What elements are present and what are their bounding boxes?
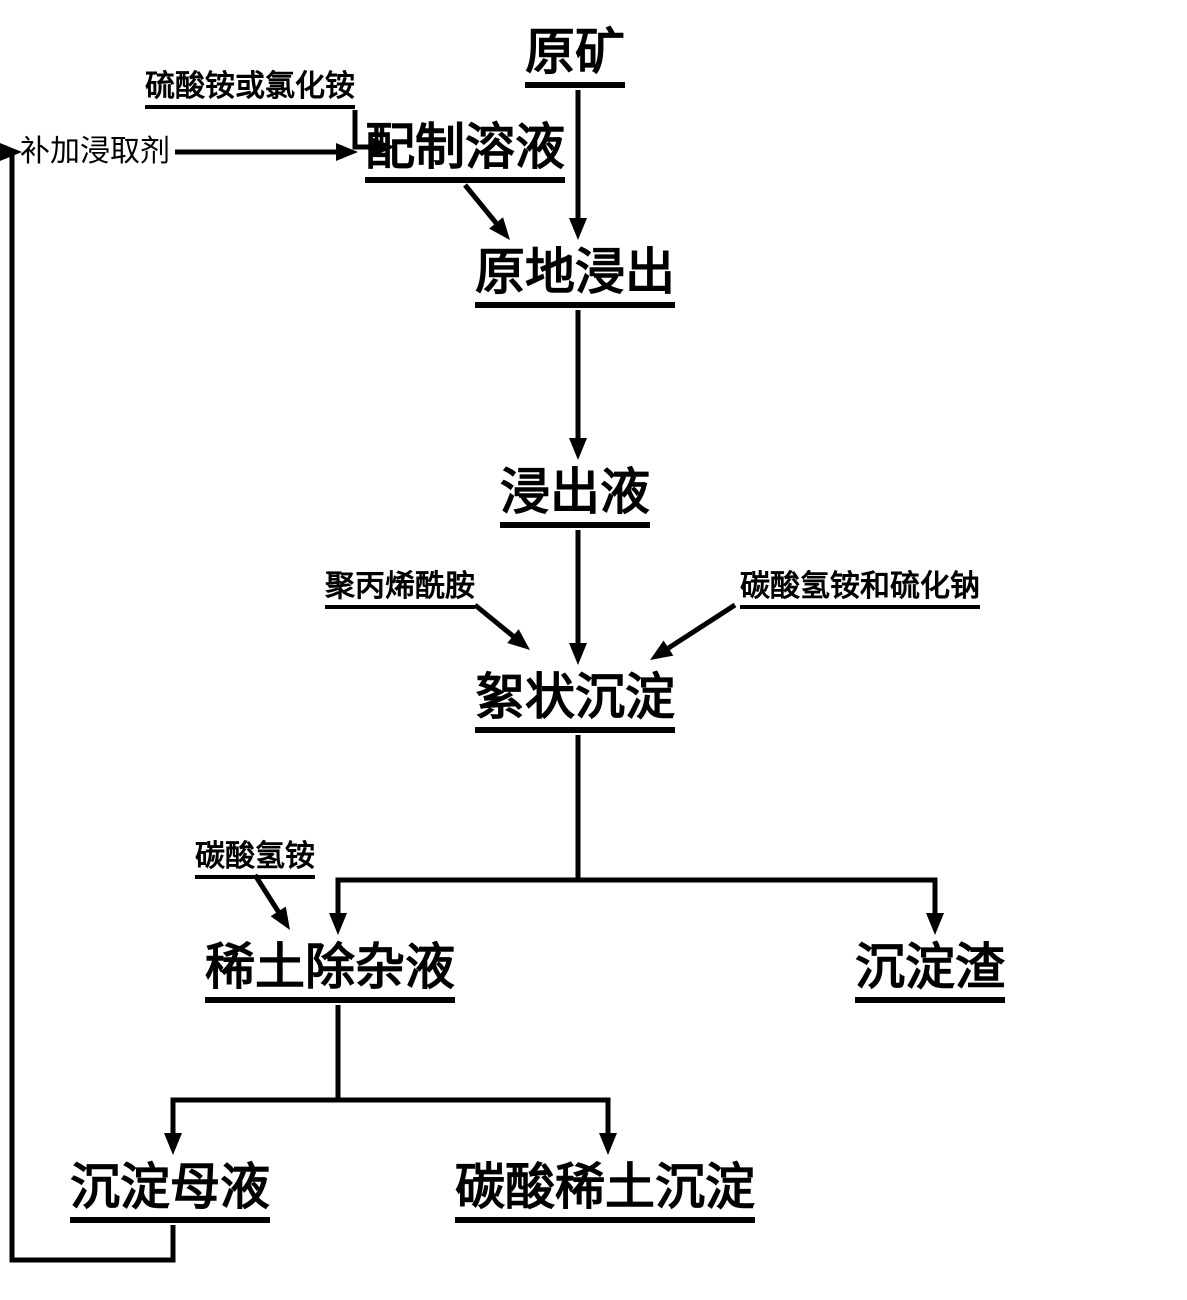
node-mother_liquor: 沉淀母液 [70, 1160, 270, 1223]
node-precip_residue: 沉淀渣 [855, 940, 1005, 1003]
node-label: 沉淀母液 [70, 1159, 270, 1215]
node-label: 硫酸铵或氯化铵 [145, 70, 355, 103]
node-label: 原矿 [525, 24, 625, 80]
arrow-head [926, 913, 944, 935]
node-label: 碳酸氢铵 [195, 840, 315, 873]
node-label: 碳酸稀土沉淀 [455, 1159, 755, 1215]
node-label: 原地浸出 [475, 244, 675, 300]
node-label: 碳酸氢铵和硫化钠 [740, 570, 980, 603]
arrow-head [569, 643, 587, 665]
flowchart-edges [0, 0, 1187, 1300]
edge-e15 [338, 1100, 608, 1142]
arrow-head [164, 1133, 182, 1155]
node-label: 聚丙烯酰胺 [325, 570, 475, 603]
node-label: 沉淀渣 [855, 939, 1005, 995]
arrow-head [329, 913, 347, 935]
node-extra_leachate: 补加浸取剂 [20, 135, 170, 168]
edge-e8 [661, 605, 735, 653]
node-prepare_solution: 配制溶液 [365, 120, 565, 183]
node-raw_ore: 原矿 [525, 25, 625, 88]
node-polyacrylamide: 聚丙烯酰胺 [325, 570, 475, 609]
node-leachate: 浸出液 [500, 465, 650, 528]
arrow-head [599, 1133, 617, 1155]
node-label: 浸出液 [500, 464, 650, 520]
arrow-head [271, 907, 290, 930]
node-label: 絮状沉淀 [475, 669, 675, 725]
edge-e14 [173, 1100, 338, 1142]
node-label: 稀土除杂液 [205, 939, 455, 995]
node-label: 补加浸取剂 [20, 135, 170, 168]
node-label: 配制溶液 [365, 119, 565, 175]
arrow-head [569, 218, 587, 240]
arrow-head [569, 438, 587, 460]
node-bicarb_sulfide: 碳酸氢铵和硫化钠 [740, 570, 980, 609]
node-floc_precip: 絮状沉淀 [475, 670, 675, 733]
node-re_purified: 稀土除杂液 [205, 940, 455, 1003]
edge-e16 [9, 152, 173, 1260]
node-insitu_leaching: 原地浸出 [475, 245, 675, 308]
node-ammonium_input: 硫酸铵或氯化铵 [145, 70, 355, 109]
edge-e11 [578, 880, 935, 922]
arrow-head [650, 640, 673, 660]
node-re_carbonate: 碳酸稀土沉淀 [455, 1160, 755, 1223]
edge-e10 [338, 880, 578, 922]
node-ammonium_bicarb: 碳酸氢铵 [195, 840, 315, 879]
